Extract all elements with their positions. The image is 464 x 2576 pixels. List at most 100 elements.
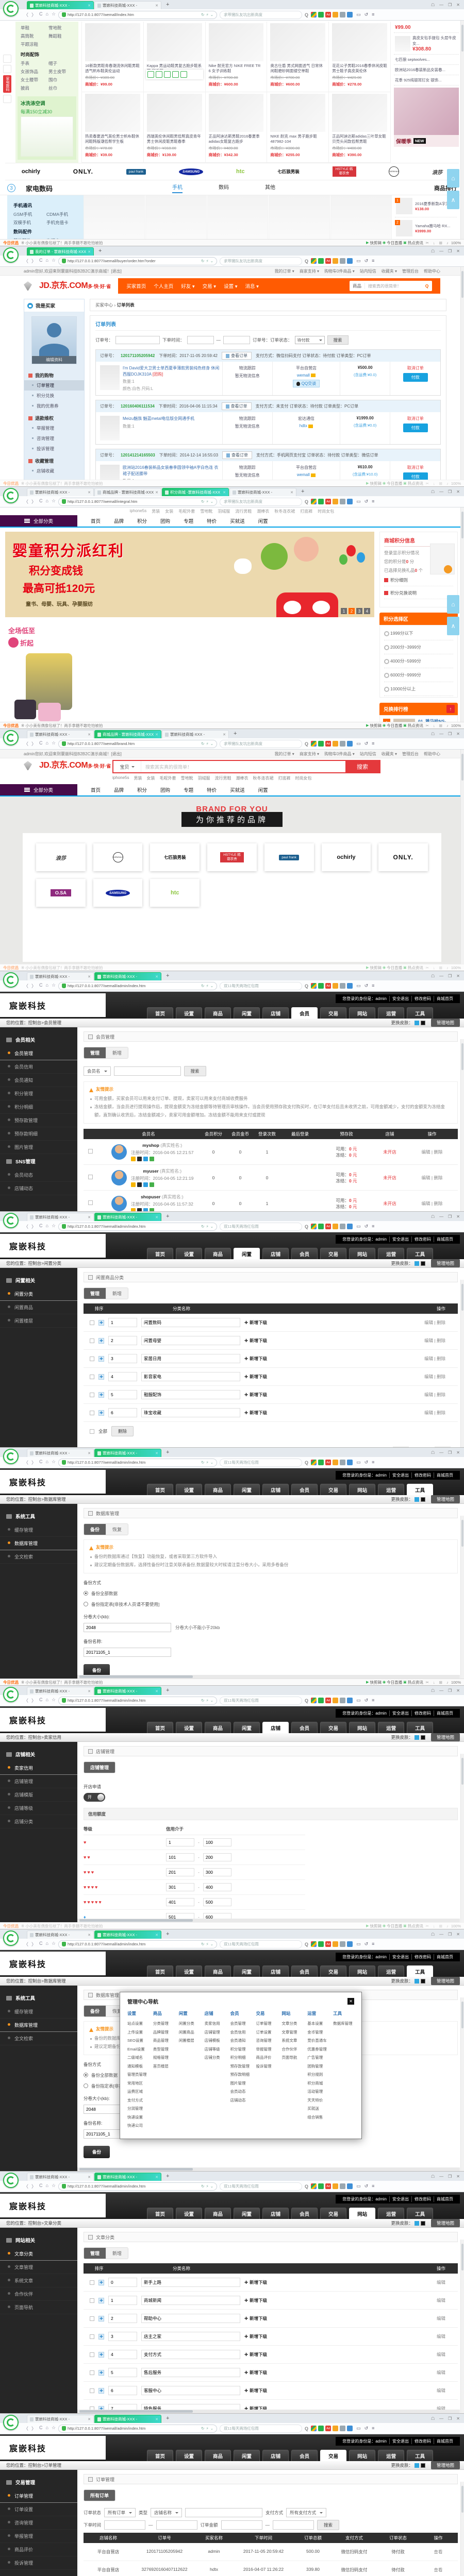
window-control-icon[interactable]: ❒ bbox=[448, 2416, 452, 2421]
admin-nav-tab[interactable]: 交易 bbox=[320, 1722, 347, 1733]
message-icon[interactable] bbox=[311, 473, 316, 477]
topbar-link[interactable]: 商家支持 ▾ bbox=[299, 751, 320, 756]
nav-icon[interactable]: 〉 bbox=[31, 741, 37, 747]
browser-menu-icon[interactable]: ▭ bbox=[356, 1941, 361, 1946]
hot-keyword[interactable]: 打底裤 bbox=[278, 776, 291, 781]
order-number[interactable]: 120141214165503 bbox=[121, 453, 155, 458]
row-checkbox[interactable] bbox=[88, 1149, 93, 1154]
sidebar-item[interactable]: 缓存管理 bbox=[0, 1523, 77, 1537]
nav-icon[interactable]: 〉 bbox=[31, 499, 37, 504]
nav-item[interactable]: 专题 bbox=[184, 788, 194, 793]
sidebar-item[interactable]: 预存款明细 bbox=[0, 1127, 77, 1141]
address-icon[interactable]: ⚡ bbox=[206, 984, 209, 988]
modal-link[interactable]: 优惠券管理 bbox=[307, 2046, 327, 2052]
add-sub-link[interactable]: ✚ 新增下级 bbox=[244, 1392, 268, 1398]
address-icon[interactable]: ↻ bbox=[201, 2184, 205, 2189]
browser-logo-icon[interactable] bbox=[3, 1687, 19, 1702]
tab-close-icon[interactable]: ✕ bbox=[155, 490, 158, 495]
logistics-link[interactable]: 物流跟踪 bbox=[239, 366, 256, 370]
admin-nav-tab[interactable]: 首页 bbox=[147, 1722, 174, 1733]
add-sub-link[interactable]: ✚ 新增下级 bbox=[244, 1410, 268, 1416]
row-checkbox[interactable] bbox=[90, 2388, 94, 2393]
sns-icon[interactable] bbox=[150, 1182, 154, 1188]
hot-keyword[interactable]: 羽绒服 bbox=[218, 509, 230, 514]
horizontal-scrollbar[interactable] bbox=[77, 2410, 460, 2413]
nav-item[interactable]: 特价 bbox=[207, 519, 217, 524]
tab-close-icon[interactable]: ✕ bbox=[88, 975, 91, 979]
change-password-link[interactable]: 修改密码 bbox=[411, 996, 434, 1002]
sort-input[interactable] bbox=[108, 1408, 137, 1417]
appliance-floor-tag[interactable]: 家电数码 bbox=[3, 75, 11, 93]
address-box[interactable]: http://127.0.0.1:8077/wemall/buyer/order… bbox=[58, 257, 218, 265]
browser-menu-icon[interactable]: ≡ bbox=[372, 1224, 375, 1229]
sort-input[interactable] bbox=[108, 2350, 137, 2359]
window-control-icon[interactable]: ☖ bbox=[430, 973, 435, 978]
credit-from-input[interactable] bbox=[166, 1883, 194, 1891]
nav-icon[interactable]: ☆ bbox=[51, 498, 56, 503]
modal-link[interactable]: 组合销售 bbox=[307, 2114, 323, 2120]
browser-tab[interactable]: 寰嵌科技商城-XXX - ✕ bbox=[94, 1687, 161, 1695]
brand-card[interactable]: htc bbox=[150, 879, 200, 907]
settings-icon[interactable] bbox=[180, 71, 187, 78]
search-icon[interactable]: Q bbox=[305, 1224, 309, 1229]
scrollbar[interactable] bbox=[460, 2240, 464, 2413]
extension-icon[interactable]: Ad bbox=[325, 1941, 332, 1947]
browser-menu-icon[interactable]: ≡ bbox=[372, 499, 375, 504]
admin-nav-tab[interactable]: 商品 bbox=[205, 2208, 231, 2219]
modal-link[interactable]: 店铺动态 bbox=[230, 2097, 246, 2103]
shop-link[interactable]: hdtx bbox=[299, 423, 307, 429]
extension-icon[interactable] bbox=[340, 741, 346, 747]
scrollbar[interactable] bbox=[460, 507, 464, 722]
order-item-name[interactable]: Meizu魅族 魅蓝metal电信版全网通手机 bbox=[123, 416, 195, 421]
toolbar-icon[interactable]: ✂ bbox=[425, 240, 429, 245]
row-checkbox[interactable] bbox=[90, 2298, 94, 2303]
rank-product-name[interactable]: 01_雅马哈NS-9502(6件套) bbox=[418, 719, 446, 722]
browser-search-box[interactable]: 双11每天两场红包雨 bbox=[220, 1940, 303, 1948]
extension-icon[interactable] bbox=[311, 1698, 317, 1703]
sidebar-item[interactable]: 会员通知 bbox=[0, 1074, 77, 1087]
window-control-icon[interactable]: ❒ bbox=[448, 2, 452, 7]
admin-nav-tab[interactable]: 交易 bbox=[320, 1248, 347, 1259]
toolbar-icon[interactable]: ✂ bbox=[425, 481, 429, 486]
topbar-link[interactable]: 站内短信 bbox=[359, 751, 376, 756]
skin-blue-swatch[interactable] bbox=[414, 1978, 419, 1984]
extension-icon[interactable] bbox=[347, 1698, 353, 1703]
sidebar-item[interactable]: 合作伙伴 bbox=[0, 2287, 77, 2301]
nav-icon[interactable]: ⌂ bbox=[45, 1697, 48, 1702]
new-tab-button[interactable]: + bbox=[98, 248, 102, 254]
address-icon[interactable]: ⚡ bbox=[206, 499, 209, 504]
manage-map-button[interactable]: 管理地图 bbox=[430, 1495, 460, 1503]
modal-link[interactable]: 文章分类 bbox=[281, 2021, 297, 2026]
browser-menu-icon[interactable]: ≡ bbox=[372, 258, 375, 263]
extension-icon[interactable] bbox=[340, 2426, 346, 2431]
extension-icon[interactable] bbox=[340, 1941, 346, 1947]
address-box[interactable]: http://127.0.0.1:8077/wemall/admin/index… bbox=[58, 2424, 218, 2433]
tab-close-icon[interactable]: ✕ bbox=[155, 975, 158, 979]
search-icon[interactable]: Q bbox=[305, 1698, 309, 1703]
sort-input[interactable] bbox=[108, 1318, 137, 1327]
sidebar-item[interactable]: 全文检索 bbox=[0, 2032, 77, 2045]
modal-link[interactable]: 通知模板 bbox=[127, 2063, 143, 2069]
toolbar-icon[interactable]: ↓ bbox=[433, 1680, 435, 1685]
admin-nav-tab[interactable]: 运营 bbox=[378, 1722, 405, 1733]
expand-icon[interactable]: ✚ bbox=[98, 1410, 104, 1416]
sidebar-item[interactable]: 闲置商品 bbox=[0, 1301, 77, 1314]
window-control-icon[interactable]: — bbox=[439, 489, 444, 494]
admin-nav-tab[interactable]: 闲置 bbox=[234, 1965, 260, 1977]
admin-nav-tab[interactable]: 设置 bbox=[176, 1965, 203, 1977]
nav-icon[interactable]: 〉 bbox=[31, 1942, 37, 1947]
expand-icon[interactable]: ✚ bbox=[98, 2387, 104, 2394]
manage-map-button[interactable]: 管理地图 bbox=[430, 2219, 460, 2227]
modal-link[interactable]: 预存款管理 bbox=[230, 2063, 250, 2069]
browser-tab[interactable]: 寰嵌科技商城-XXX - ✕ bbox=[162, 730, 229, 738]
nav-icon[interactable]: 〉 bbox=[31, 259, 37, 264]
sort-input[interactable] bbox=[108, 2314, 137, 2323]
extension-icon[interactable] bbox=[340, 12, 346, 18]
modal-link[interactable]: 积分规则 bbox=[307, 2072, 323, 2077]
points-range-item[interactable]: 6000分~9999分 bbox=[384, 668, 453, 682]
warm-season-banner[interactable]: 保暖季 NEW bbox=[394, 135, 459, 147]
topbar-link[interactable]: 商家支持 ▾ bbox=[299, 268, 320, 274]
window-control-icon[interactable]: ☖ bbox=[430, 731, 435, 736]
nav-icon[interactable]: ⌂ bbox=[45, 2425, 48, 2430]
skin-black-swatch[interactable] bbox=[420, 2463, 425, 2468]
